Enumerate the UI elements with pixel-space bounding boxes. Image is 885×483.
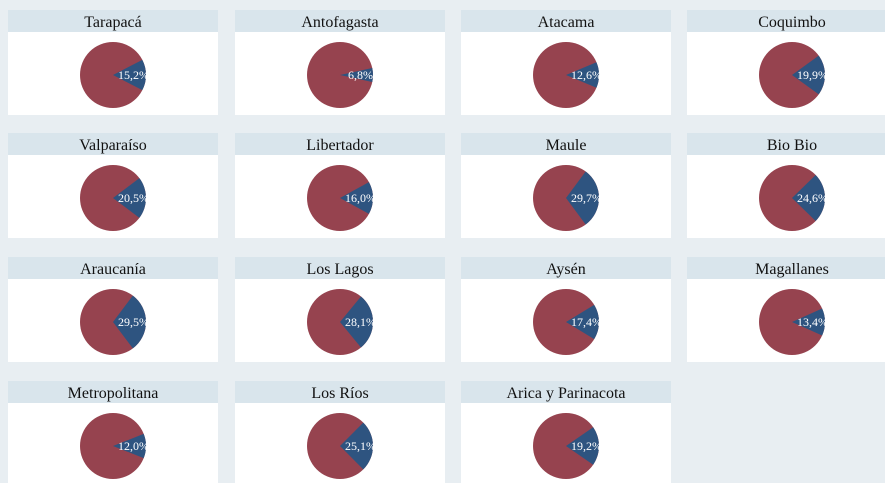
slice-label: 12,6% [571, 68, 602, 82]
panel-title: Magallanes [755, 261, 829, 278]
panel-title: Metropolitana [68, 385, 159, 402]
panel-header [235, 381, 445, 403]
slice-label: 20,5% [118, 191, 149, 205]
panel-header [461, 381, 671, 403]
panel-title: Aysén [546, 261, 585, 278]
panel-title: Los Ríos [311, 385, 368, 402]
panel-title: Los Lagos [306, 261, 373, 278]
panel-header [687, 257, 885, 279]
slice-label: 19,9% [797, 68, 828, 82]
slice-label: 24,6% [797, 191, 828, 205]
panel-header [8, 381, 218, 403]
pie-slice [113, 433, 146, 459]
panel-title: Maule [546, 137, 587, 154]
slice-label: 28,1% [345, 315, 376, 329]
pie-slice [792, 174, 826, 222]
panel-header [687, 133, 885, 155]
slice-label: 15,2% [118, 68, 149, 82]
panel-header [8, 133, 218, 155]
slice-label: 13,4% [797, 315, 828, 329]
slice-label: 25,1% [345, 439, 376, 453]
panel-title: Bio Bio [767, 137, 817, 154]
slice-label: 17,4% [571, 315, 602, 329]
panel-header [461, 10, 671, 32]
panel-header [235, 10, 445, 32]
pie-slice [113, 178, 146, 218]
pie-slice [566, 304, 599, 340]
pie-slice [340, 296, 373, 348]
pie-slice [113, 295, 146, 349]
panel-header [235, 257, 445, 279]
panel-header [8, 10, 218, 32]
pie-slice [792, 55, 825, 95]
panel-title: Coquimbo [758, 14, 826, 31]
panel-header [461, 133, 671, 155]
panel-header [235, 133, 445, 155]
slice-label: 12,0% [118, 439, 149, 453]
panel-title: Valparaíso [79, 137, 147, 154]
pie-slice [340, 422, 374, 470]
slice-label: 19,2% [571, 439, 602, 453]
panel-header [687, 10, 885, 32]
slice-label: 6,8% [348, 68, 373, 82]
pie-slice [566, 62, 599, 88]
slice-label: 29,5% [118, 315, 149, 329]
panel-title: Antofagasta [301, 14, 378, 31]
panel-header [8, 257, 218, 279]
slice-label: 29,7% [571, 191, 602, 205]
panel-header [461, 257, 671, 279]
pie-slice [566, 427, 599, 465]
pie-slice [792, 308, 825, 336]
pie-slice [566, 171, 599, 225]
pie-slice [340, 182, 373, 214]
panel-title: Tarapacá [84, 14, 142, 31]
pie-slice [340, 68, 373, 82]
panel-title: Arica y Parinacota [506, 385, 625, 402]
panel-title: Araucanía [80, 261, 146, 278]
pie-slice [113, 59, 146, 91]
panel-title: Libertador [306, 137, 374, 154]
slice-label: 16,0% [345, 191, 376, 205]
panel-title: Atacama [538, 14, 595, 31]
